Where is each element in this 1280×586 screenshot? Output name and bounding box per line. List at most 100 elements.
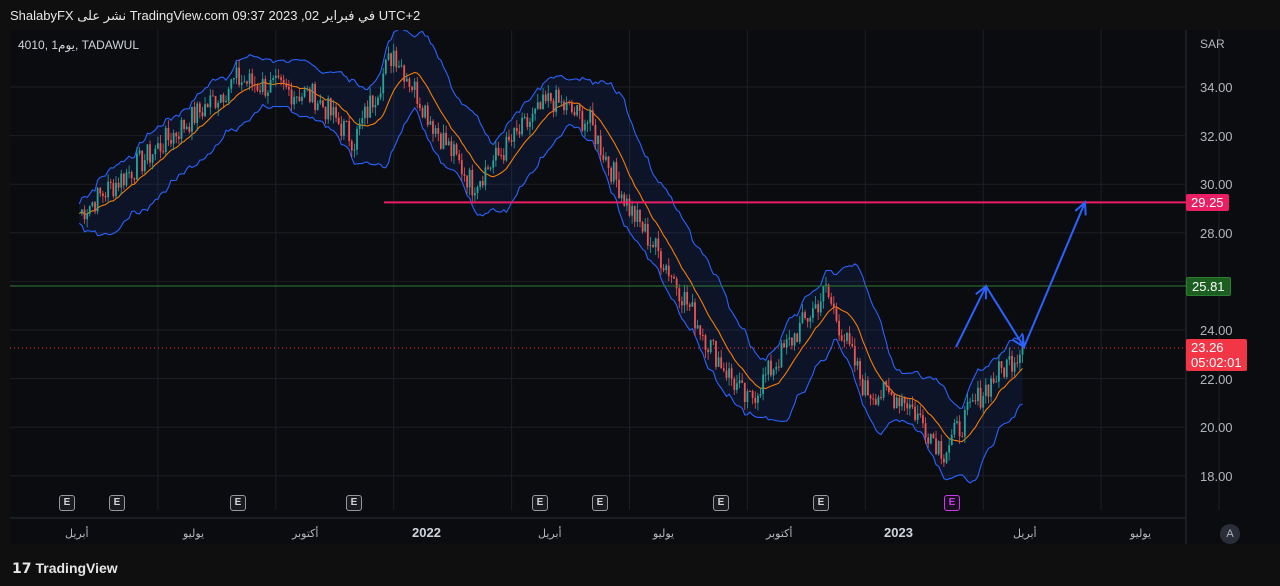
candle-body (555, 89, 558, 113)
candle-body (956, 421, 958, 423)
candle-body (319, 100, 322, 104)
candle-body (337, 117, 340, 124)
candle-body (793, 333, 796, 346)
candle-body (751, 391, 754, 398)
bollinger-lower-line (78, 103, 1023, 484)
candle-body (497, 147, 500, 156)
candle-body (867, 380, 869, 396)
candle-body (146, 144, 149, 161)
candle-body (272, 78, 275, 80)
candle-body (589, 110, 592, 123)
candle-body (531, 113, 534, 122)
candle-body (791, 337, 793, 346)
candle-body (120, 173, 123, 188)
candle-body (353, 149, 356, 151)
earnings-marker[interactable]: E (592, 495, 608, 511)
earnings-marker[interactable]: E (813, 495, 829, 511)
candle-body (963, 409, 966, 437)
candle-body (303, 89, 306, 97)
candle-body (639, 209, 641, 223)
tradingview-logo-icon: 𝟭𝟳 (12, 560, 32, 576)
candle-body (526, 117, 529, 127)
candle-body (547, 93, 550, 102)
candle-body (712, 340, 715, 342)
candle-body (853, 346, 856, 366)
candle-body (898, 397, 901, 407)
earnings-marker[interactable]: E (713, 495, 729, 511)
candle-body (859, 361, 861, 380)
auto-scale-button[interactable]: A (1220, 524, 1240, 544)
candle-body (481, 180, 484, 186)
candle-body (982, 395, 985, 408)
candle-body (133, 178, 136, 180)
earnings-marker-upcoming[interactable]: E (944, 495, 960, 511)
candle-body (935, 438, 937, 455)
candle-body (762, 374, 765, 395)
candle-body (377, 97, 379, 105)
candle-body (308, 88, 311, 102)
candle-body (191, 106, 193, 132)
candle-body (707, 349, 709, 353)
candle-body (937, 441, 940, 455)
candle-body (654, 238, 657, 248)
candle-body (88, 206, 91, 214)
candle-body (667, 265, 670, 276)
candle-body (518, 131, 521, 135)
earnings-marker[interactable]: E (109, 495, 125, 511)
tradingview-logo[interactable]: 𝟭𝟳 TradingView (12, 560, 118, 577)
price-chart[interactable] (10, 30, 1280, 544)
candle-body (122, 173, 125, 186)
candle-body (288, 86, 290, 90)
candle-body (259, 90, 261, 92)
candle-body (251, 73, 254, 85)
earnings-marker[interactable]: E (230, 495, 246, 511)
candle-body (324, 107, 327, 120)
candle-body (172, 132, 175, 144)
candle-body (943, 458, 945, 463)
candle-body (974, 400, 977, 402)
candle-body (400, 65, 403, 67)
candle-body (607, 156, 610, 169)
current-price: 23.26 (1191, 340, 1224, 355)
earnings-marker[interactable]: E (532, 495, 548, 511)
symbol-legend[interactable]: 4010, 1يوم, TADAWUL (18, 38, 140, 52)
candle-body (992, 378, 995, 383)
candle-body (521, 117, 523, 135)
candle-body (193, 106, 196, 123)
candle-body (348, 121, 351, 141)
candle-body (1000, 361, 1003, 368)
chart-area[interactable]: 4010, 1يوم, TADAWUL SAR 34.00 32.00 30.0… (10, 30, 1280, 544)
candle-body (861, 379, 864, 396)
candle-body (529, 121, 531, 127)
candle-body (578, 105, 581, 112)
candle-body (901, 398, 903, 407)
earnings-marker[interactable]: E (346, 495, 362, 511)
candle-body (895, 397, 898, 409)
candle-body (369, 95, 372, 118)
candle-body (882, 381, 885, 398)
candle-body (177, 136, 180, 139)
candle-body (484, 167, 487, 186)
moving-average-line (78, 71, 1023, 443)
candle-body (995, 381, 998, 383)
candle-body (285, 83, 288, 87)
candle-body (198, 103, 201, 113)
candle-body (306, 88, 309, 90)
candle-body (366, 106, 369, 118)
candle-body (929, 434, 932, 444)
candle-body (269, 79, 272, 93)
candle-body (709, 340, 712, 353)
brand-name: TradingView (35, 560, 118, 576)
candle-body (217, 102, 220, 108)
candle-body (612, 162, 615, 182)
candle-body (476, 186, 479, 193)
candle-body (154, 148, 157, 155)
candle-body (188, 126, 191, 132)
candle-body (468, 169, 471, 188)
projection-path (955, 202, 1086, 350)
candle-body (597, 135, 599, 145)
candle-body (940, 441, 943, 459)
candle-body (164, 127, 167, 153)
earnings-marker[interactable]: E (59, 495, 75, 511)
time-tick: أبريل (1013, 528, 1037, 540)
